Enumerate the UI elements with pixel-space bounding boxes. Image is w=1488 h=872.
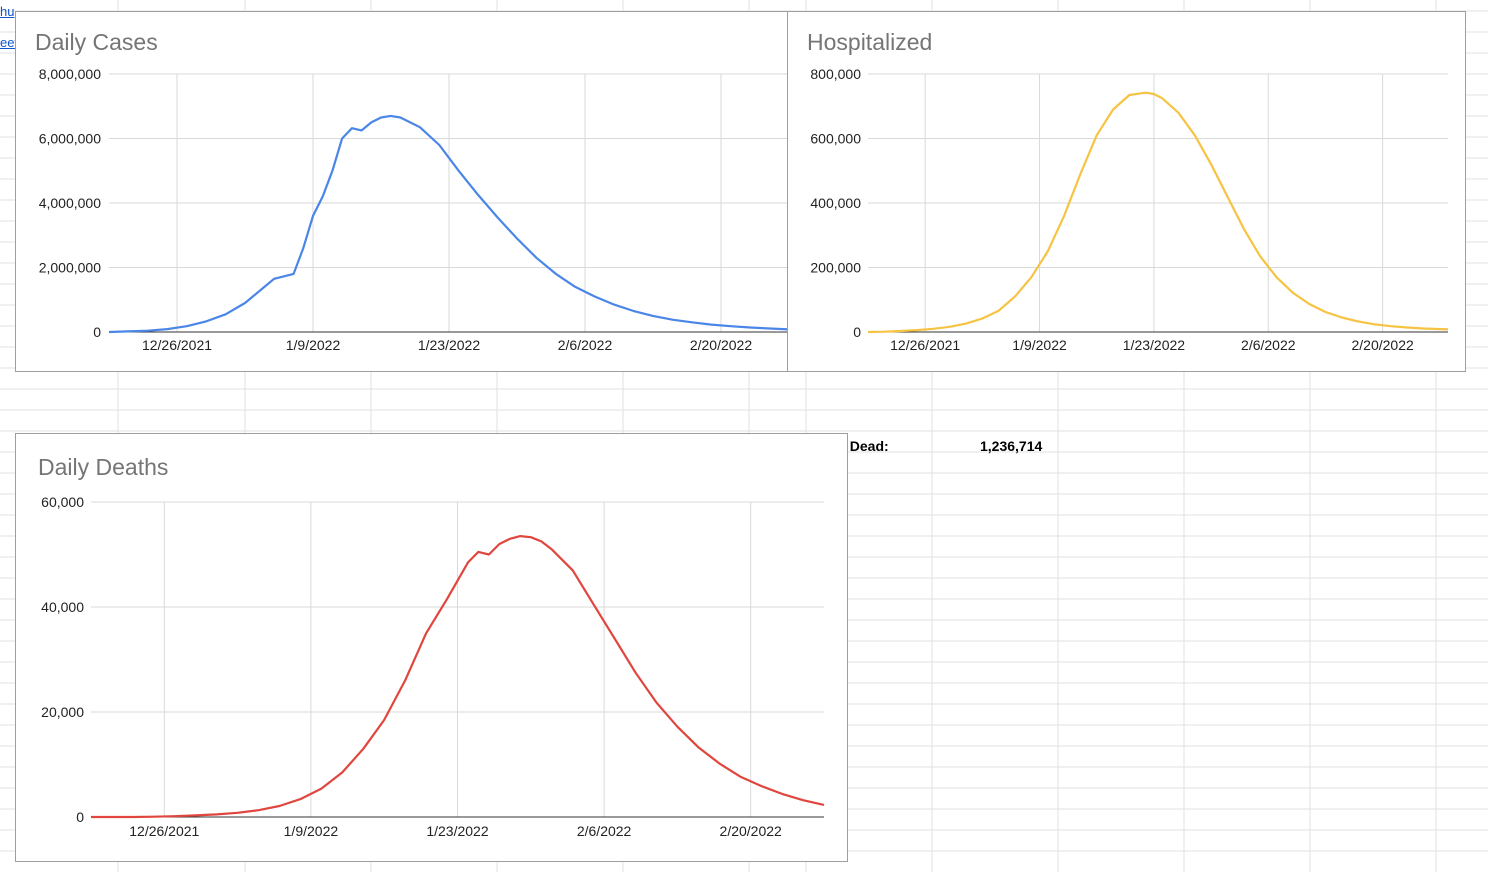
- y-tick-label: 6,000,000: [39, 131, 101, 147]
- y-tick-label: 60,000: [41, 494, 84, 510]
- x-tick-label: 1/9/2022: [1012, 337, 1067, 353]
- chart-title: Daily Deaths: [38, 454, 168, 480]
- series-line: [108, 114, 789, 334]
- x-tick-label: 1/9/2022: [286, 337, 341, 353]
- x-tick-label: 2/20/2022: [1351, 337, 1413, 353]
- y-tick-label: 600,000: [810, 131, 861, 147]
- y-tick-label: 20,000: [41, 704, 84, 720]
- chart-daily-deaths-svg: Daily Deaths 0 20,000 40,000 60,000 12/26/202…: [38, 454, 825, 839]
- chart-daily-cases-svg: Daily Cases 0 2,000,000 4,000,000 6,000,000 8…: [35, 29, 789, 353]
- x-tick-label: 2/20/2022: [720, 823, 782, 839]
- sheet-link-cell-2[interactable]: eet: [0, 35, 16, 50]
- chart-hospitalized-svg: Hospitalized 0 200,000 400,000 600,000 800,00…: [807, 29, 1449, 353]
- x-tick-label: 1/9/2022: [284, 823, 339, 839]
- y-tick-label: 4,000,000: [39, 195, 101, 211]
- x-tick-label: 1/23/2022: [1123, 337, 1185, 353]
- chart-daily-deaths[interactable]: Daily Deaths 0 20,000 40,000 60,000 12/26/202…: [15, 433, 848, 862]
- y-tick-label: 2,000,000: [39, 260, 101, 276]
- y-tick-label: 40,000: [41, 599, 84, 615]
- chart-hospitalized[interactable]: Hospitalized 0 200,000 400,000 600,000 800,00…: [787, 11, 1466, 372]
- y-tick-label: 0: [76, 809, 84, 825]
- total-dead-value: 1,236,714: [980, 438, 1043, 454]
- y-tick-label: 8,000,000: [39, 66, 101, 82]
- x-tick-label: 2/20/2022: [690, 337, 752, 353]
- x-tick-label: 2/6/2022: [558, 337, 613, 353]
- chart-title: Daily Cases: [35, 29, 158, 55]
- x-tick-label: 2/6/2022: [1241, 337, 1296, 353]
- x-tick-label: 12/26/2021: [129, 823, 199, 839]
- total-dead-label: l Dead:: [842, 438, 889, 454]
- series-line: [867, 91, 1449, 334]
- x-tick-label: 12/26/2021: [890, 337, 960, 353]
- sheet-link-cell-1[interactable]: hu: [0, 4, 15, 19]
- y-tick-label: 0: [93, 324, 101, 340]
- y-tick-label: 800,000: [810, 66, 861, 82]
- x-tick-label: 1/23/2022: [426, 823, 488, 839]
- x-tick-label: 1/23/2022: [418, 337, 480, 353]
- chart-title: Hospitalized: [807, 29, 932, 55]
- x-tick-label: 12/26/2021: [142, 337, 212, 353]
- chart-daily-cases[interactable]: Daily Cases 0 2,000,000 4,000,000 6,000,000 8…: [15, 11, 789, 372]
- series-line: [91, 534, 825, 819]
- y-tick-label: 0: [853, 324, 861, 340]
- y-tick-label: 400,000: [810, 195, 861, 211]
- y-tick-label: 200,000: [810, 260, 861, 276]
- x-tick-label: 2/6/2022: [577, 823, 632, 839]
